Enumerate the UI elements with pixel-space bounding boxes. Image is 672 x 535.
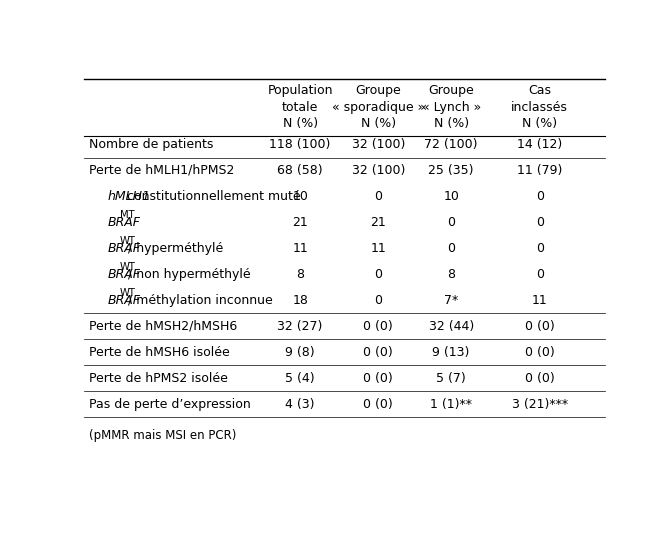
Text: N (%): N (%) — [282, 118, 318, 131]
Text: 0: 0 — [447, 242, 455, 255]
Text: 21: 21 — [292, 216, 308, 229]
Text: WT: WT — [120, 262, 135, 272]
Text: Pas de perte d’expression: Pas de perte d’expression — [89, 398, 251, 410]
Text: 0 (0): 0 (0) — [364, 320, 393, 333]
Text: 21: 21 — [370, 216, 386, 229]
Text: 0 (0): 0 (0) — [525, 372, 554, 385]
Text: hMLH1: hMLH1 — [108, 190, 151, 203]
Text: Perte de hPMS2 isolée: Perte de hPMS2 isolée — [89, 372, 228, 385]
Text: 18: 18 — [292, 294, 308, 307]
Text: 25 (35): 25 (35) — [429, 164, 474, 177]
Text: Population: Population — [267, 85, 333, 97]
Text: BRAF: BRAF — [108, 216, 140, 229]
Text: / hyperméthylé: / hyperméthylé — [124, 242, 223, 255]
Text: N (%): N (%) — [522, 118, 557, 131]
Text: N (%): N (%) — [433, 118, 469, 131]
Text: 11: 11 — [532, 294, 548, 307]
Text: 68 (58): 68 (58) — [278, 164, 323, 177]
Text: 5 (4): 5 (4) — [286, 372, 315, 385]
Text: Groupe: Groupe — [428, 85, 474, 97]
Text: 0 (0): 0 (0) — [525, 346, 554, 358]
Text: « sporadique »: « sporadique » — [331, 101, 425, 114]
Text: Perte de hMLH1/hPMS2: Perte de hMLH1/hPMS2 — [89, 164, 235, 177]
Text: Perte de hMSH2/hMSH6: Perte de hMSH2/hMSH6 — [89, 320, 237, 333]
Text: / non hyperméthylé: / non hyperméthylé — [124, 268, 251, 281]
Text: 11: 11 — [370, 242, 386, 255]
Text: 3 (21)***: 3 (21)*** — [511, 398, 568, 410]
Text: 5 (7): 5 (7) — [436, 372, 466, 385]
Text: 72 (100): 72 (100) — [425, 138, 478, 151]
Text: 0: 0 — [374, 190, 382, 203]
Text: 32 (100): 32 (100) — [351, 164, 405, 177]
Text: « Lynch »: « Lynch » — [421, 101, 480, 114]
Text: 10: 10 — [292, 190, 308, 203]
Text: 0: 0 — [374, 294, 382, 307]
Text: 0 (0): 0 (0) — [364, 398, 393, 410]
Text: 11 (79): 11 (79) — [517, 164, 562, 177]
Text: MT: MT — [120, 210, 134, 220]
Text: 0 (0): 0 (0) — [525, 320, 554, 333]
Text: 32 (27): 32 (27) — [278, 320, 323, 333]
Text: / méthylation inconnue: / méthylation inconnue — [124, 294, 273, 307]
Text: 0 (0): 0 (0) — [364, 372, 393, 385]
Text: 32 (100): 32 (100) — [351, 138, 405, 151]
Text: 8: 8 — [447, 268, 455, 281]
Text: 9 (8): 9 (8) — [286, 346, 315, 358]
Text: 1 (1)**: 1 (1)** — [430, 398, 472, 410]
Text: N (%): N (%) — [361, 118, 396, 131]
Text: 32 (44): 32 (44) — [429, 320, 474, 333]
Text: BRAF: BRAF — [108, 268, 140, 281]
Text: Cas: Cas — [528, 85, 551, 97]
Text: (pMMR mais MSI en PCR): (pMMR mais MSI en PCR) — [89, 429, 237, 441]
Text: 0 (0): 0 (0) — [364, 346, 393, 358]
Text: 118 (100): 118 (100) — [269, 138, 331, 151]
Text: constitutionnellement muté: constitutionnellement muté — [122, 190, 300, 203]
Text: 0: 0 — [374, 268, 382, 281]
Text: 14 (12): 14 (12) — [517, 138, 562, 151]
Text: Groupe: Groupe — [355, 85, 401, 97]
Text: 0: 0 — [447, 216, 455, 229]
Text: inclassés: inclassés — [511, 101, 568, 114]
Text: 10: 10 — [444, 190, 459, 203]
Text: 9 (13): 9 (13) — [433, 346, 470, 358]
Text: WT: WT — [120, 236, 135, 246]
Text: WT: WT — [120, 288, 135, 298]
Text: 0: 0 — [536, 216, 544, 229]
Text: 8: 8 — [296, 268, 304, 281]
Text: totale: totale — [282, 101, 319, 114]
Text: 7*: 7* — [444, 294, 458, 307]
Text: 0: 0 — [536, 190, 544, 203]
Text: BRAF: BRAF — [108, 242, 140, 255]
Text: 0: 0 — [536, 268, 544, 281]
Text: 11: 11 — [292, 242, 308, 255]
Text: Perte de hMSH6 isolée: Perte de hMSH6 isolée — [89, 346, 230, 358]
Text: BRAF: BRAF — [108, 294, 140, 307]
Text: Nombre de patients: Nombre de patients — [89, 138, 214, 151]
Text: 4 (3): 4 (3) — [286, 398, 315, 410]
Text: 0: 0 — [536, 242, 544, 255]
